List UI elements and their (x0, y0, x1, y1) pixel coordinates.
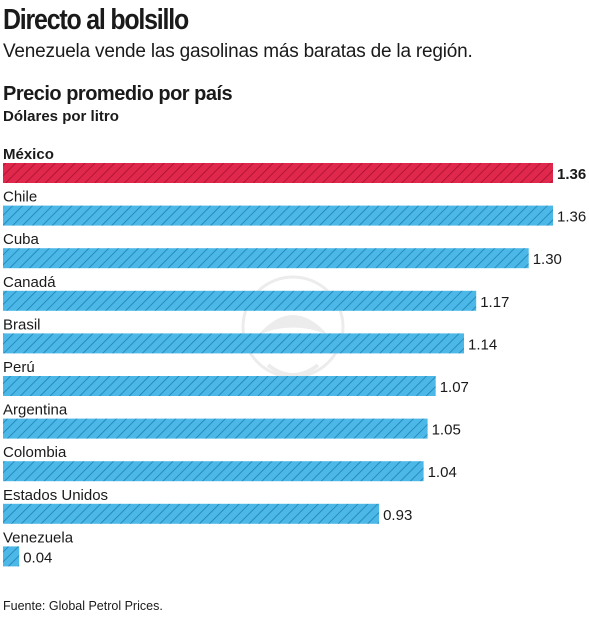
value-label: 0.04 (23, 549, 52, 566)
bar (3, 248, 529, 269)
chart-subtitle: Venezuela vende las gasolinas más barata… (3, 41, 473, 62)
value-label: 0.93 (383, 507, 412, 524)
bar (3, 163, 553, 183)
value-label: 1.36 (557, 166, 586, 183)
bar (3, 546, 20, 567)
bar (3, 418, 428, 439)
value-label: 1.04 (428, 464, 457, 481)
source-note: Fuente: Global Petrol Prices. (3, 599, 163, 613)
value-label: 1.14 (468, 336, 497, 353)
bar (3, 333, 464, 354)
category-label: Chile (3, 189, 37, 206)
category-label: Venezuela (3, 529, 74, 546)
category-label: Canadá (3, 274, 56, 291)
category-label: Cuba (3, 231, 40, 248)
category-label: Argentina (3, 402, 68, 419)
bar (3, 290, 477, 311)
category-label: Colombia (3, 444, 67, 461)
bars-group: México 1.36 Chile 1.36 Cuba 1.30 Canadá 1.17 Bra… (3, 146, 586, 567)
bar (3, 503, 380, 524)
value-label: 1.36 (557, 209, 586, 226)
chart-title-main: Directo al bolsillo (3, 4, 189, 36)
chart-section-title: Precio promedio por país (3, 83, 233, 105)
bar (3, 376, 436, 396)
unit-label: Dólares por litro (3, 108, 119, 125)
value-label: 1.07 (440, 379, 469, 396)
bar (3, 461, 424, 482)
category-label: México (3, 146, 54, 163)
category-label: Brasil (3, 316, 41, 333)
value-label: 1.05 (432, 422, 461, 439)
category-label: Estados Unidos (3, 487, 108, 504)
value-label: 1.17 (480, 294, 509, 311)
value-label: 1.30 (533, 251, 562, 268)
bar (3, 205, 553, 226)
category-label: Perú (3, 359, 35, 376)
